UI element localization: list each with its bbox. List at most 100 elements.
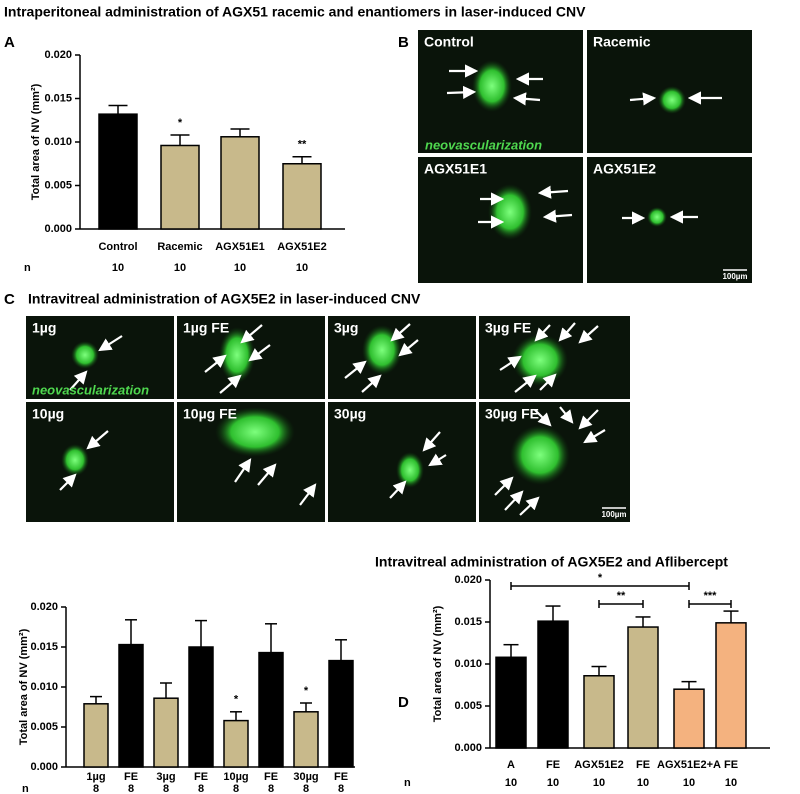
bar [160, 144, 200, 230]
arrow [512, 92, 541, 106]
x-tick-label: AGX51E2 [574, 759, 624, 771]
bar [583, 675, 615, 749]
image-label: 3µg FE [485, 320, 531, 336]
arrow [539, 373, 557, 391]
x-tick-label: FE [546, 759, 560, 771]
lesion [61, 444, 89, 476]
arrow [519, 496, 540, 516]
y-tick-label: 0.020 [454, 574, 482, 586]
bar [83, 703, 109, 768]
arrow [219, 374, 242, 394]
chart-title: Intravitreal administration of AGX5E2 an… [375, 554, 728, 570]
bar [537, 620, 569, 749]
y-tick-label: 0.000 [30, 761, 58, 773]
arrow [299, 483, 317, 506]
bar [118, 643, 144, 768]
y-tick-label: 0.005 [30, 721, 58, 733]
comparison-bracket [598, 600, 644, 608]
comparison-bracket [688, 600, 732, 608]
arrow [69, 370, 88, 391]
comparison-bracket [510, 582, 690, 590]
lesion [71, 341, 99, 369]
image-label: 30µg [334, 406, 366, 422]
lesion [510, 425, 570, 485]
arrow [390, 323, 411, 342]
y-axis-label: Total area of NV (mm²) [30, 83, 42, 200]
arrow [558, 322, 576, 342]
bar [715, 622, 747, 749]
arrow [428, 453, 447, 467]
y-tick-label: 0.010 [454, 658, 482, 670]
lesion [472, 60, 512, 112]
n-value: 10 [112, 262, 124, 274]
x-tick-label: AGX51E2+A [657, 759, 721, 771]
n-value: 10 [174, 262, 186, 274]
n-value: 10 [547, 777, 559, 789]
arrow [559, 406, 574, 424]
image-label: Racemic [593, 34, 651, 50]
y-tick-label: 0.020 [44, 49, 72, 61]
arrow [389, 480, 407, 499]
x-tick-label: FE [124, 771, 138, 783]
arrow [344, 360, 367, 379]
n-value: 8 [268, 783, 274, 794]
bar [98, 113, 138, 230]
y-axis-label: Total area of NV (mm²) [432, 605, 444, 722]
x-tick-label: FE [334, 771, 348, 783]
image-label: 10µg [32, 406, 64, 422]
bar [258, 651, 284, 768]
arrow [578, 409, 599, 430]
x-tick-label: 30µg [293, 771, 318, 783]
bar [282, 163, 322, 230]
arrow [59, 473, 77, 491]
x-tick-label: 1µg [86, 771, 105, 783]
panel-label: A [4, 34, 15, 51]
arrow [98, 335, 123, 352]
panel-label: B [398, 34, 409, 51]
arrow [514, 374, 537, 393]
x-tick-label: 10µg [223, 771, 248, 783]
lesion [396, 452, 424, 488]
n-value: 8 [338, 783, 344, 794]
n-value: 10 [296, 262, 308, 274]
image-label: 10µg FE [183, 406, 237, 422]
arrow [446, 85, 477, 100]
significance: *** [704, 590, 718, 602]
image-label: AGX51E2 [593, 161, 656, 177]
n-value: 8 [128, 783, 134, 794]
n-value: 10 [725, 777, 737, 789]
x-tick-label: AGX51E2 [277, 241, 327, 253]
stain-label: neovascularization [425, 137, 542, 152]
image-label: 3µg [334, 320, 358, 336]
bar [153, 697, 179, 768]
x-tick-label: FE [264, 771, 278, 783]
image-label: 30µg FE [485, 406, 539, 422]
arrow [504, 490, 524, 511]
arrow [234, 458, 252, 483]
significance: ** [617, 590, 626, 602]
bar [188, 646, 214, 768]
bar [627, 626, 659, 749]
arrow [248, 344, 271, 362]
x-tick-label: Control [98, 241, 137, 253]
n-value: 8 [303, 783, 309, 794]
n-value: 10 [505, 777, 517, 789]
n-value: 8 [93, 783, 99, 794]
significance: ** [298, 139, 307, 151]
arrow [629, 92, 657, 106]
bar [293, 711, 319, 768]
stain-label: neovascularization [32, 382, 149, 397]
y-tick-label: 0.015 [30, 641, 58, 653]
bar [673, 688, 705, 749]
x-tick-label: FE [636, 759, 650, 771]
micrograph [26, 402, 174, 522]
y-tick-label: 0.015 [454, 616, 482, 628]
y-tick-label: 0.010 [44, 136, 72, 148]
y-tick-label: 0.010 [30, 681, 58, 693]
x-tick-label: A [507, 759, 515, 771]
bar [220, 136, 260, 230]
significance: * [304, 685, 309, 697]
arrow [499, 355, 522, 371]
n-value: 8 [233, 783, 239, 794]
panel-label: D [398, 694, 409, 711]
